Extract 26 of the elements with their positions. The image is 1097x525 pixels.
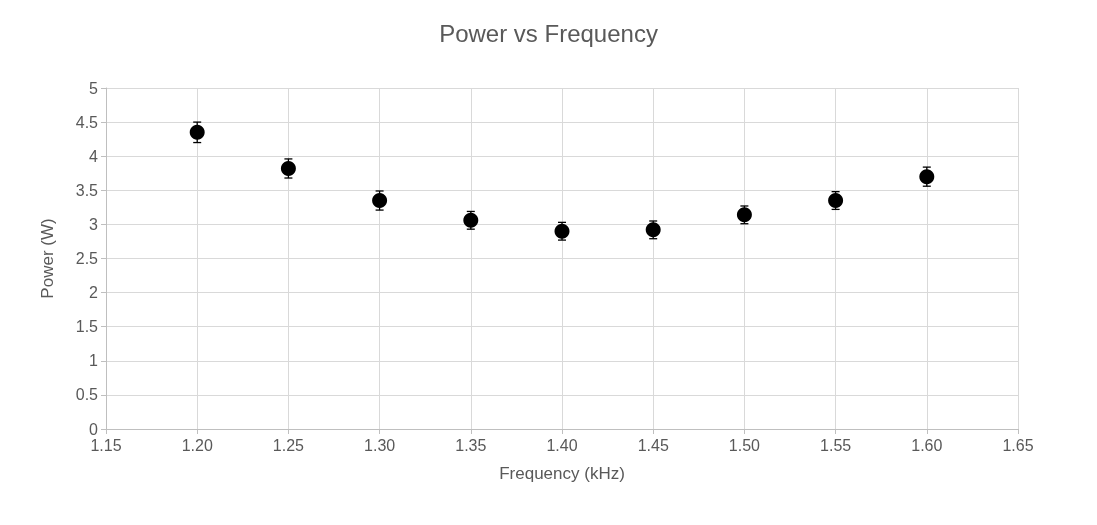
x-tick-label: 1.55 (820, 436, 852, 454)
x-tick-label: 1.65 (1002, 436, 1034, 454)
x-tick-label: 1.60 (911, 436, 943, 454)
y-tick-label: 2 (89, 284, 99, 302)
point (189, 124, 205, 140)
y-tick-label: 5 (89, 79, 99, 97)
x-axis-title: Frequency (kHz) (499, 464, 625, 483)
x-tick-label: 1.50 (728, 436, 761, 454)
y-tick-label: 3 (89, 215, 99, 233)
y-tick-label: 0.5 (75, 386, 99, 404)
y-axis-title: Power (W) (38, 218, 57, 299)
x-tick-label: 1.15 (90, 436, 122, 454)
x-tick-label: 1.45 (637, 436, 669, 454)
x-tick-label: 1.20 (181, 436, 213, 454)
y-tick-label: 4.5 (75, 113, 99, 131)
y-tick-label: 2.5 (75, 250, 99, 267)
y-tick-label: 1 (89, 352, 99, 370)
y-tick-label: 4 (89, 147, 99, 165)
chart-title: Power vs Frequency (439, 19, 658, 47)
x-tick-label: 1.35 (455, 436, 487, 454)
x-tick-label: 1.40 (546, 436, 578, 454)
y-tick-label: 3.5 (75, 181, 99, 199)
x-tick-label: 1.25 (272, 436, 305, 454)
y-tick-label: 0 (89, 420, 99, 438)
y-tick-label: 1.5 (75, 318, 99, 336)
x-tick-label: 1.30 (364, 436, 396, 454)
